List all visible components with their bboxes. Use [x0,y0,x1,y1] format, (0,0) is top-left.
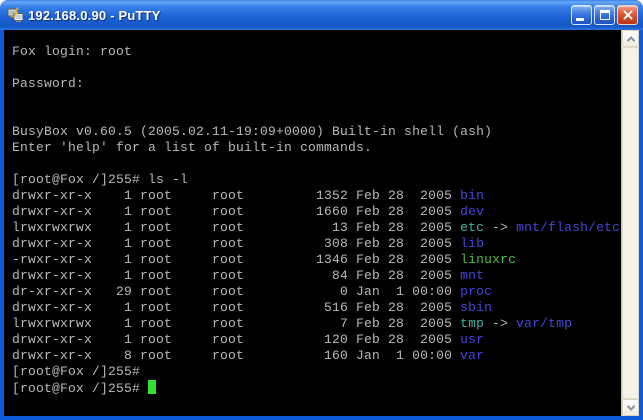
terminal-text: lrwxrwxrwx 1 root root 7 Feb 28 2005 [12,316,461,331]
terminal-line: drwxr-xr-x 1 root root 120 Feb 28 2005 u… [12,332,621,348]
terminal-text: proc [460,284,493,299]
terminal-text: [root@Fox /]255# [12,381,149,396]
scroll-up-button[interactable] [622,30,639,47]
scrollbar[interactable] [621,30,639,416]
terminal-screen[interactable]: Fox login: root Password: BusyBox v0.60.… [4,30,621,416]
chevron-up-icon [626,35,635,45]
terminal-text: drwxr-xr-x 8 root root 160 Jan 1 00:00 [12,348,461,363]
title-bar[interactable]: 192.168.0.90 - PuTTY [0,0,643,30]
terminal-cursor [148,380,157,394]
terminal-text: linuxrc [460,252,517,267]
terminal-line: drwxr-xr-x 1 root root 1660 Feb 28 2005 … [12,204,621,220]
terminal-text: dev [460,204,485,219]
scrollbar-thumb[interactable] [622,47,639,399]
terminal-text: Password: [12,76,85,91]
terminal-text: usr [460,332,485,347]
terminal-line: dr-xr-xr-x 29 root root 0 Jan 1 00:00 pr… [12,284,621,300]
terminal-text: var/tmp [516,316,573,331]
terminal-line: -rwxr-xr-x 1 root root 1346 Feb 28 2005 … [12,252,621,268]
terminal-text: lib [460,236,485,251]
minimize-button[interactable] [571,5,592,25]
window-controls [571,5,638,25]
terminal-line: Fox login: root [12,44,621,60]
terminal-line: drwxr-xr-x 1 root root 516 Feb 28 2005 s… [12,300,621,316]
terminal-text: drwxr-xr-x 1 root root 516 Feb 28 2005 [12,300,461,315]
maximize-button[interactable] [594,5,615,25]
terminal-text: -rwxr-xr-x 1 root root 1346 Feb 28 2005 [12,252,461,267]
terminal-text: drwxr-xr-x 1 root root 1352 Feb 28 2005 [12,188,461,203]
terminal-text: bin [460,188,485,203]
terminal-line: [root@Fox /]255# [12,364,621,380]
window-title: 192.168.0.90 - PuTTY [28,7,161,23]
terminal-text: dr-xr-xr-x 29 root root 0 Jan 1 00:00 [12,284,461,299]
terminal-line: [root@Fox /]255# ls -l [12,172,621,188]
terminal-line [12,92,621,108]
putty-icon [6,6,24,24]
terminal-line: drwxr-xr-x 1 root root 308 Feb 28 2005 l… [12,236,621,252]
terminal-text: [root@Fox /]255# ls -l [12,172,189,187]
maximize-icon [600,10,610,20]
terminal-line: BusyBox v0.60.5 (2005.02.11-19:09+0000) … [12,124,621,140]
terminal-line [12,108,621,124]
terminal-line: lrwxrwxrwx 1 root root 13 Feb 28 2005 et… [12,220,621,236]
terminal-text: Fox login: root [12,44,133,59]
close-button[interactable] [617,5,638,25]
terminal-line: drwxr-xr-x 8 root root 160 Jan 1 00:00 v… [12,348,621,364]
terminal-line: lrwxrwxrwx 1 root root 7 Feb 28 2005 tmp… [12,316,621,332]
terminal-text: drwxr-xr-x 1 root root 84 Feb 28 2005 [12,268,461,283]
scroll-down-button[interactable] [622,399,639,416]
terminal-text: sbin [460,300,493,315]
terminal-line: drwxr-xr-x 1 root root 84 Feb 28 2005 mn… [12,268,621,284]
terminal-text: drwxr-xr-x 1 root root 120 Feb 28 2005 [12,332,461,347]
terminal-line: drwxr-xr-x 1 root root 1352 Feb 28 2005 … [12,188,621,204]
terminal-line: Enter 'help' for a list of built-in comm… [12,140,621,156]
terminal-line [12,156,621,172]
terminal-text: var [460,348,485,363]
minimize-icon [576,18,584,21]
terminal-text: -> [484,316,517,331]
chevron-down-icon [626,401,635,411]
terminal-text: mnt [460,268,485,283]
terminal-text: BusyBox v0.60.5 (2005.02.11-19:09+0000) … [12,124,493,139]
terminal-text: Enter 'help' for a list of built-in comm… [12,140,373,155]
window-content: Fox login: root Password: BusyBox v0.60.… [4,30,639,416]
terminal-line: [root@Fox /]255# [12,380,621,397]
close-icon [622,9,634,21]
terminal-text: [root@Fox /]255# [12,364,141,379]
terminal-text: lrwxrwxrwx 1 root root 13 Feb 28 2005 [12,220,461,235]
terminal-text: drwxr-xr-x 1 root root 308 Feb 28 2005 [12,236,461,251]
terminal-text: tmp [460,316,485,331]
terminal-line [12,60,621,76]
terminal-text: etc [460,220,485,235]
terminal-line: Password: [12,76,621,92]
terminal-text: mnt/flash/etc [516,220,621,235]
scrollbar-track[interactable] [622,47,639,399]
terminal-text: -> [484,220,517,235]
terminal-text: drwxr-xr-x 1 root root 1660 Feb 28 2005 [12,204,461,219]
